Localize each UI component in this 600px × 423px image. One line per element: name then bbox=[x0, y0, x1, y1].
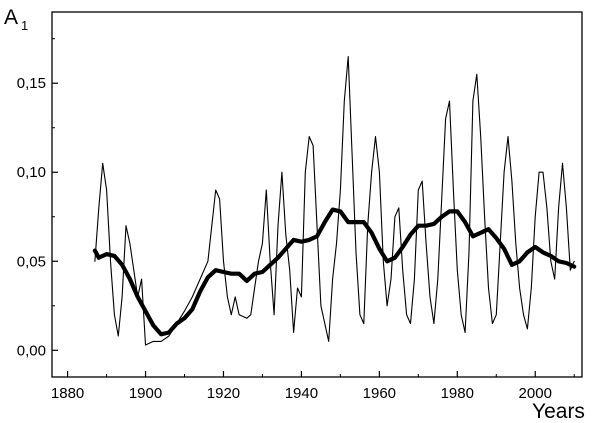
y-axis-title-main: A bbox=[4, 6, 18, 29]
y-tick-label: 0,15 bbox=[17, 75, 46, 92]
x-tick-label: 1960 bbox=[363, 385, 396, 402]
y-axis-title-subscript: 1 bbox=[21, 18, 28, 33]
plot-area-frame bbox=[51, 11, 583, 378]
y-tick-label: 0,10 bbox=[17, 164, 46, 181]
raw-series-line bbox=[94, 55, 575, 346]
x-axis-title: Years bbox=[532, 400, 585, 423]
x-tick-label: 1920 bbox=[207, 385, 240, 402]
x-tick-label: 1940 bbox=[285, 385, 318, 402]
y-ticks: 0,00 0,05 0,10 0,15 bbox=[17, 38, 58, 359]
x-tick-label: 1980 bbox=[441, 385, 474, 402]
x-tick-label: 1880 bbox=[51, 385, 84, 402]
y-tick-label: 0,00 bbox=[17, 342, 46, 359]
y-tick-label: 0,05 bbox=[17, 253, 46, 270]
smoothed-series-line bbox=[92, 207, 577, 337]
x-ticks: 1880 1900 1920 1940 1960 1980 2000 bbox=[51, 371, 575, 402]
x-tick-label: 2000 bbox=[519, 385, 552, 402]
x-tick-label: 1900 bbox=[129, 385, 162, 402]
series-layer bbox=[92, 55, 577, 346]
